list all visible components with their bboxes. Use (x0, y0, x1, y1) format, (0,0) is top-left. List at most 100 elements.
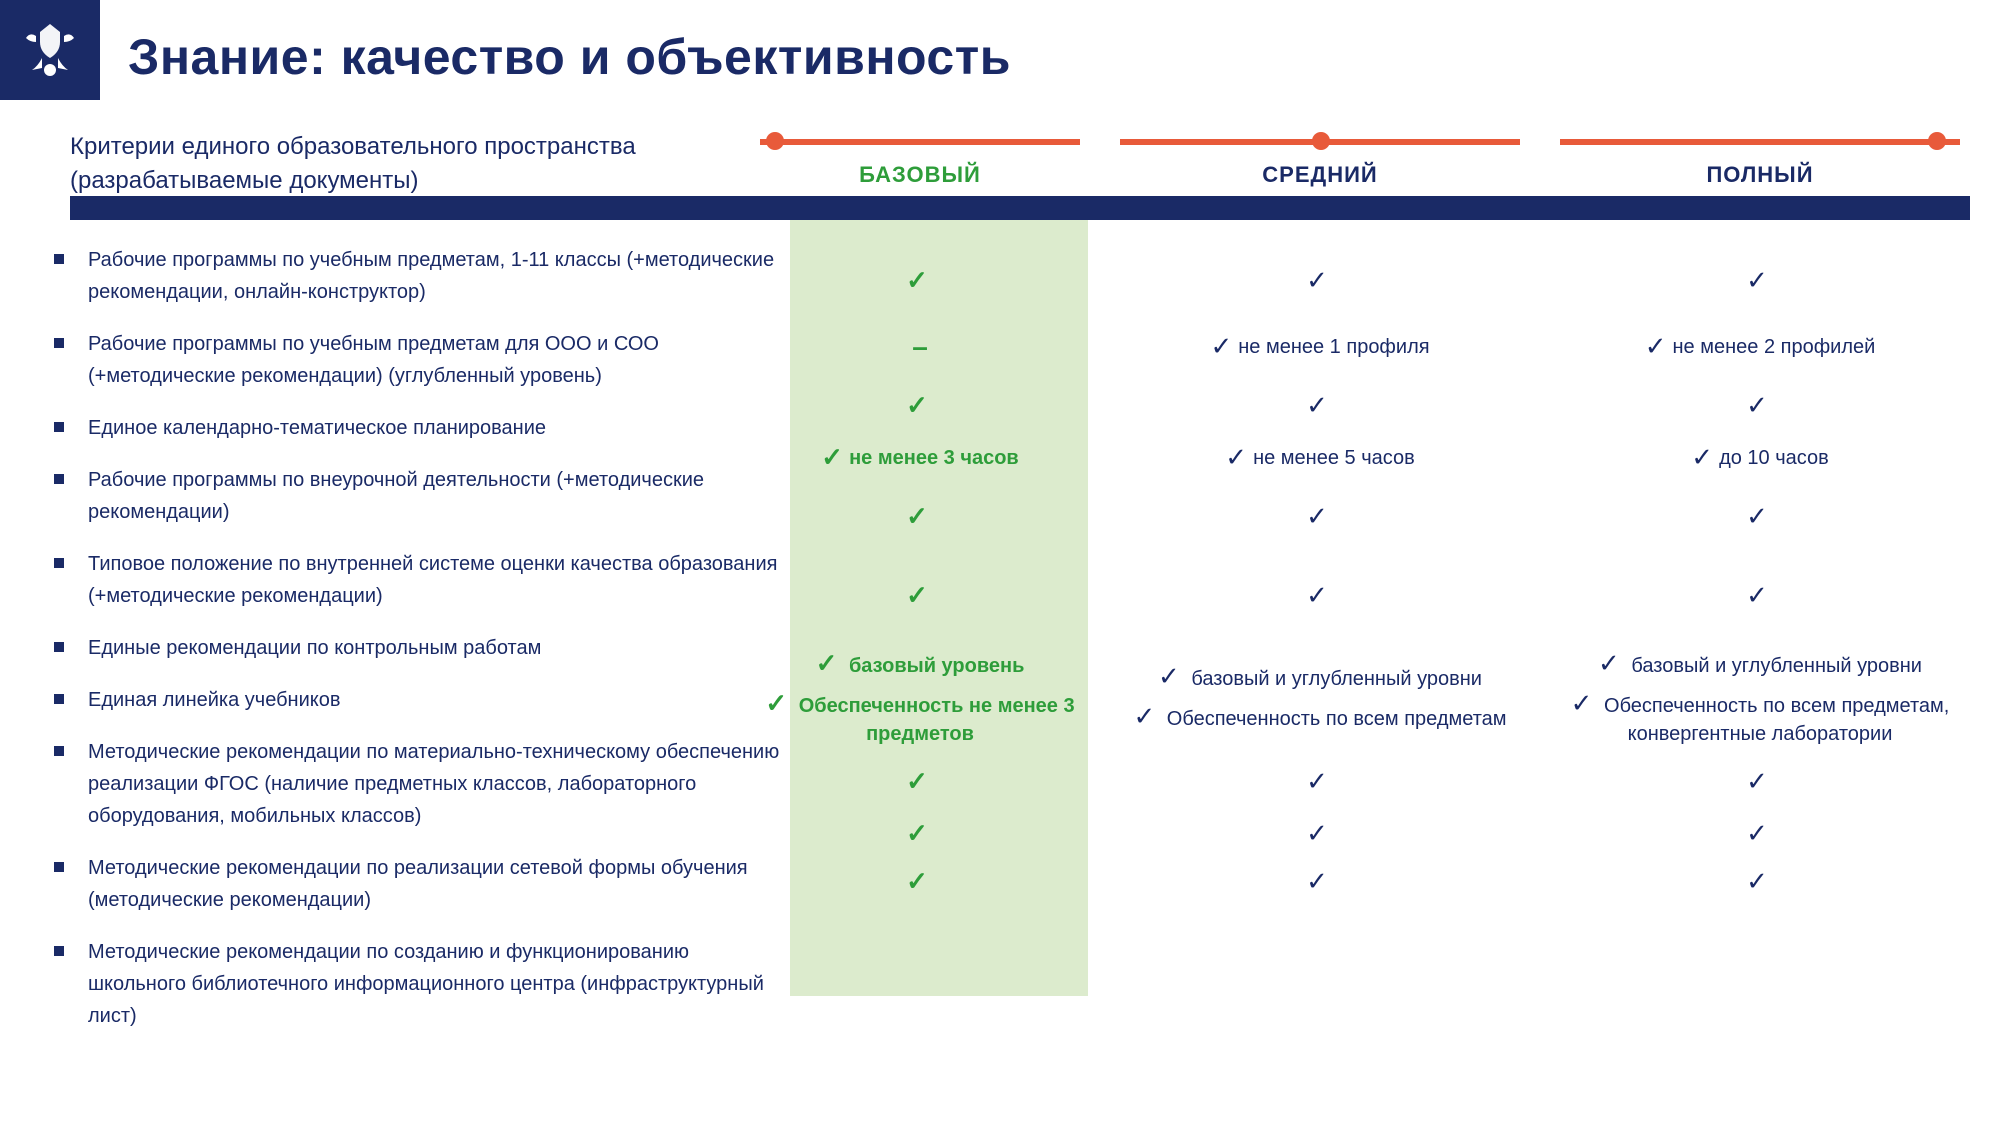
check-icon: ✓ (906, 865, 928, 899)
check-icon: ✓ (1133, 700, 1155, 734)
check-icon: ✓ (1306, 389, 1328, 423)
check-icon: ✓ (1746, 817, 1768, 851)
value-cell: ✓ (760, 248, 1080, 314)
check-icon: ✓ (1746, 579, 1768, 613)
slider-knob-medium (1312, 132, 1330, 150)
separator-bar (70, 196, 1970, 220)
value-cell: ✓ (1120, 550, 1520, 642)
value-text: не менее 3 часов (849, 445, 1019, 471)
level-full: ПОЛНЫЙ (1560, 108, 1960, 188)
value-text: не менее 5 часов (1253, 445, 1415, 471)
check-icon: ✓ (821, 441, 843, 475)
value-cell: ✓ до 10 часов (1560, 432, 1960, 484)
criteria-list: Рабочие программы по учебным предметам, … (40, 244, 780, 1052)
values-col-basic: ✓–✓✓ не менее 3 часов✓✓✓ базовый уровень… (760, 248, 1080, 904)
value-cell: ✓✓ (760, 812, 1080, 904)
criteria-item: Единые рекомендации по контрольным работ… (70, 632, 780, 664)
value-cell: ✓ (1560, 484, 1960, 550)
value-cell: ✓ (1120, 752, 1520, 812)
check-icon: ✓ (1306, 865, 1328, 899)
check-icon: ✓ (1210, 330, 1232, 364)
criteria-item: Единое календарно-тематическое планирова… (70, 412, 780, 444)
check-icon: ✓ (1306, 500, 1328, 534)
emblem-badge (0, 0, 100, 100)
criteria-item: Рабочие программы по учебным предметам, … (70, 244, 780, 308)
check-icon: ✓ (906, 264, 928, 298)
check-icon: ✓ (1598, 647, 1620, 681)
value-cell: ✓ (1120, 380, 1520, 432)
criteria-item: Единая линейка учебников (70, 684, 780, 716)
value-cell: ✓ (1560, 550, 1960, 642)
criteria-item: Типовое положение по внутренней системе … (70, 548, 780, 612)
value-cell: ✓ не менее 5 часов (1120, 432, 1520, 484)
dash-icon: – (912, 329, 928, 365)
values-col-medium: ✓✓ не менее 1 профиля✓✓ не менее 5 часов… (1120, 248, 1520, 904)
check-icon: ✓ (1306, 765, 1328, 799)
check-icon: ✓ (816, 647, 838, 681)
check-icon: ✓ (1306, 817, 1328, 851)
value-text: базовый и углубленный уровни (1186, 668, 1482, 690)
check-icon: ✓ (1158, 660, 1180, 694)
check-icon: ✓ (1306, 579, 1328, 613)
check-icon: ✓ (1746, 389, 1768, 423)
page-title: Знание: качество и объективность (128, 28, 1011, 86)
level-basic: БАЗОВЫЙ (760, 108, 1080, 188)
coat-of-arms-icon (18, 18, 82, 82)
value-text: Обеспеченность не менее 3 предметов (793, 695, 1074, 745)
check-icon: ✓ (1225, 441, 1247, 475)
criteria-item: Рабочие программы по внеурочной деятельн… (70, 464, 780, 528)
check-icon: ✓ (906, 500, 928, 534)
check-icon: ✓ (765, 687, 787, 721)
value-cell: ✓✓ (1560, 812, 1960, 904)
value-cell: ✓✓ (1120, 812, 1520, 904)
value-cell: ✓ базовый уровень✓ Обеспеченность не мен… (760, 642, 1080, 752)
level-label-medium: СРЕДНИЙ (1262, 162, 1377, 188)
value-cell: ✓ (1560, 752, 1960, 812)
check-icon: ✓ (1645, 330, 1667, 364)
value-cell: – (760, 314, 1080, 380)
value-cell: ✓ не менее 2 профилей (1560, 314, 1960, 380)
check-icon: ✓ (1691, 441, 1713, 475)
value-cell: ✓ базовый и углубленный уровни ✓ Обеспече… (1120, 642, 1520, 752)
value-cell: ✓ (760, 550, 1080, 642)
check-icon: ✓ (906, 817, 928, 851)
check-icon: ✓ (906, 579, 928, 613)
criteria-item: Рабочие программы по учебным предметам д… (70, 328, 780, 392)
value-text: до 10 часов (1719, 445, 1829, 471)
value-text: базовый и углубленный уровни (1626, 655, 1922, 677)
check-icon: ✓ (1571, 687, 1593, 721)
value-cell: ✓ (760, 752, 1080, 812)
level-label-full: ПОЛНЫЙ (1706, 162, 1813, 188)
check-icon: ✓ (1746, 765, 1768, 799)
criteria-item: Методические рекомендации по реализации … (70, 852, 780, 916)
value-cell: ✓ (760, 484, 1080, 550)
check-icon: ✓ (1746, 264, 1768, 298)
value-cell: ✓ (760, 380, 1080, 432)
level-headers: БАЗОВЫЙ СРЕДНИЙ ПОЛНЫЙ (760, 108, 1960, 188)
slider-knob-basic (766, 132, 784, 150)
page-subtitle: Критерии единого образовательного простр… (70, 130, 710, 197)
check-icon: ✓ (906, 389, 928, 423)
value-cell: ✓ (1120, 248, 1520, 314)
check-icon: ✓ (906, 765, 928, 799)
check-icon: ✓ (1746, 865, 1768, 899)
value-cell: ✓ базовый и углубленный уровни ✓ Обеспече… (1560, 642, 1960, 752)
criteria-item: Методические рекомендации по материально… (70, 736, 780, 832)
value-cell: ✓ не менее 3 часов (760, 432, 1080, 484)
value-text: не менее 1 профиля (1238, 334, 1429, 360)
value-text: не менее 2 профилей (1673, 334, 1876, 360)
value-text: Обеспеченность по всем предметам (1161, 708, 1506, 730)
value-cell: ✓ (1560, 380, 1960, 432)
values-col-full: ✓✓ не менее 2 профилей✓✓ до 10 часов✓✓✓ … (1560, 248, 1960, 904)
level-medium: СРЕДНИЙ (1120, 108, 1520, 188)
value-cell: ✓ (1560, 248, 1960, 314)
values-grid: ✓–✓✓ не менее 3 часов✓✓✓ базовый уровень… (760, 248, 1960, 904)
slider-knob-full (1928, 132, 1946, 150)
criteria-item: Методические рекомендации по созданию и … (70, 936, 780, 1032)
value-cell: ✓ (1120, 484, 1520, 550)
check-icon: ✓ (1746, 500, 1768, 534)
check-icon: ✓ (1306, 264, 1328, 298)
value-text: базовый уровень (843, 655, 1024, 677)
level-label-basic: БАЗОВЫЙ (859, 162, 981, 188)
value-text: Обеспеченность по всем предметам, конвер… (1598, 695, 1949, 745)
